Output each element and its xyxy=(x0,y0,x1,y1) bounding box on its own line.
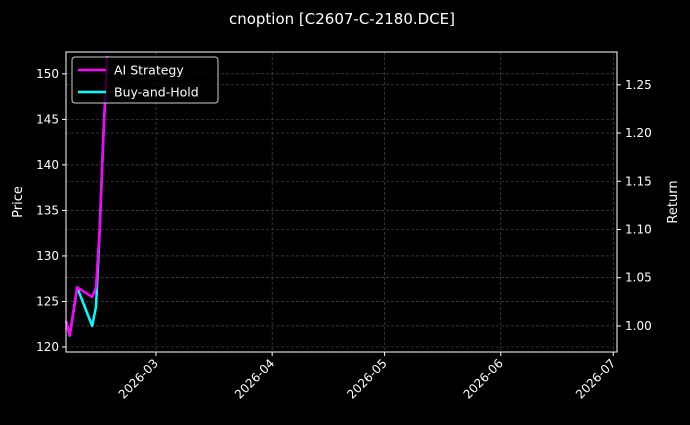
y-tick-label: 125 xyxy=(36,294,59,308)
y-tick-label: 120 xyxy=(36,340,59,354)
y-axis-label: Price xyxy=(11,186,26,218)
legend-box xyxy=(71,56,219,104)
y2-tick-label: 1.00 xyxy=(625,319,652,333)
chart-title: cnoption [C2607-C-2180.DCE] xyxy=(229,10,455,28)
series-line-ai-strategy xyxy=(64,55,109,337)
y-axis-right: 1.00 1.05 1.10 1.15 1.20 1.25 xyxy=(617,78,652,333)
y-axis-left: 120 125 130 135 140 145 150 xyxy=(36,67,66,354)
y2-tick-label: 1.20 xyxy=(625,126,652,140)
legend-label: AI Strategy xyxy=(114,63,184,78)
y2-tick-label: 1.05 xyxy=(625,271,652,285)
x-tick-label: 2026-07 xyxy=(573,356,618,401)
x-tick-label: 2026-06 xyxy=(461,356,506,401)
y2-tick-label: 1.15 xyxy=(625,174,652,188)
y-tick-label: 130 xyxy=(36,249,59,263)
y2-axis-label: Return xyxy=(666,180,681,223)
y-tick-label: 145 xyxy=(36,112,59,126)
plot-frame xyxy=(65,51,618,353)
x-tick-label: 2026-04 xyxy=(232,356,277,401)
y-tick-label: 135 xyxy=(36,203,59,217)
y2-tick-label: 1.25 xyxy=(625,78,652,92)
legend-label: Buy-and-Hold xyxy=(114,85,199,100)
series-lines xyxy=(64,55,109,337)
x-axis: 2026-03 2026-04 2026-05 2026-06 2026-07 xyxy=(116,352,618,402)
x-tick-label: 2026-03 xyxy=(116,356,161,401)
y-tick-label: 150 xyxy=(36,67,59,81)
y2-tick-label: 1.10 xyxy=(625,222,652,236)
y-tick-label: 140 xyxy=(36,158,59,172)
x-tick-label: 2026-05 xyxy=(344,356,389,401)
grid xyxy=(66,52,617,352)
legend: AI Strategy Buy-and-Hold xyxy=(71,56,219,104)
